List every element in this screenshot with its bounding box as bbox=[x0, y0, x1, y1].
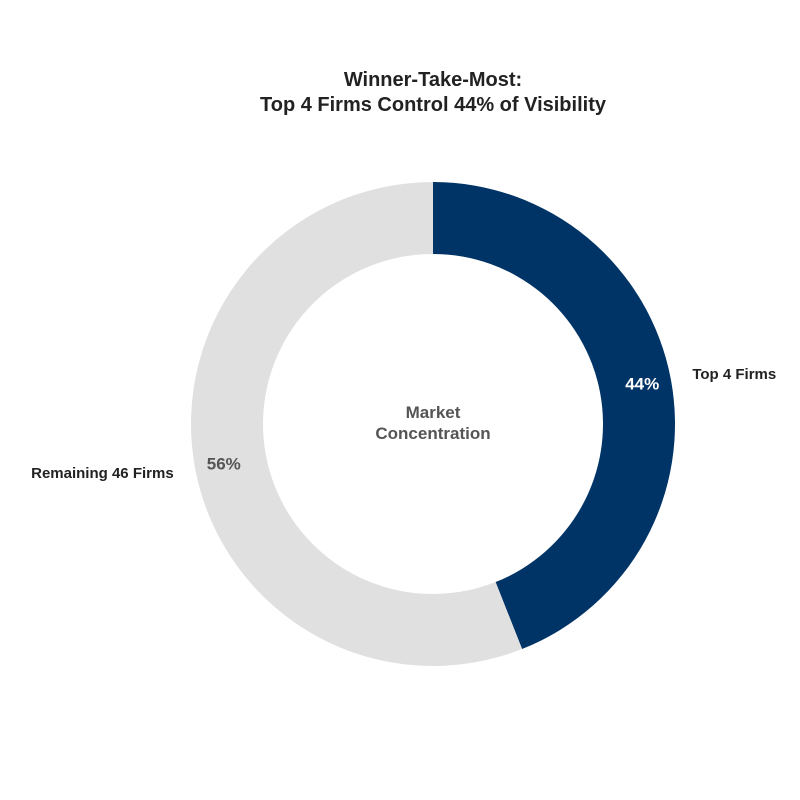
donut-slices bbox=[190, 182, 675, 666]
chart-title-line-2: Top 4 Firms Control 44% of Visibility bbox=[260, 94, 606, 116]
center-label-line-1: Market bbox=[406, 403, 461, 422]
slice-pct-top-4-firms: 44% bbox=[625, 375, 659, 394]
slice-remaining-46-firms bbox=[190, 182, 523, 666]
slice-top-4-firms bbox=[433, 182, 675, 650]
chart-title-line-1: Winner-Take-Most: bbox=[343, 69, 523, 91]
center-label-line-2: Concentration bbox=[375, 424, 490, 443]
donut-labels: 44% Top 4 Firms 56% Remaining 46 Firms bbox=[31, 366, 776, 482]
slice-label-top-4-firms: Top 4 Firms bbox=[692, 366, 776, 383]
chart-title: Winner-Take-Most: Top 4 Firms Control 44… bbox=[0, 68, 800, 118]
slice-label-remaining-46-firms: Remaining 46 Firms bbox=[31, 465, 174, 482]
slice-pct-remaining-46-firms: 56% bbox=[207, 454, 241, 473]
